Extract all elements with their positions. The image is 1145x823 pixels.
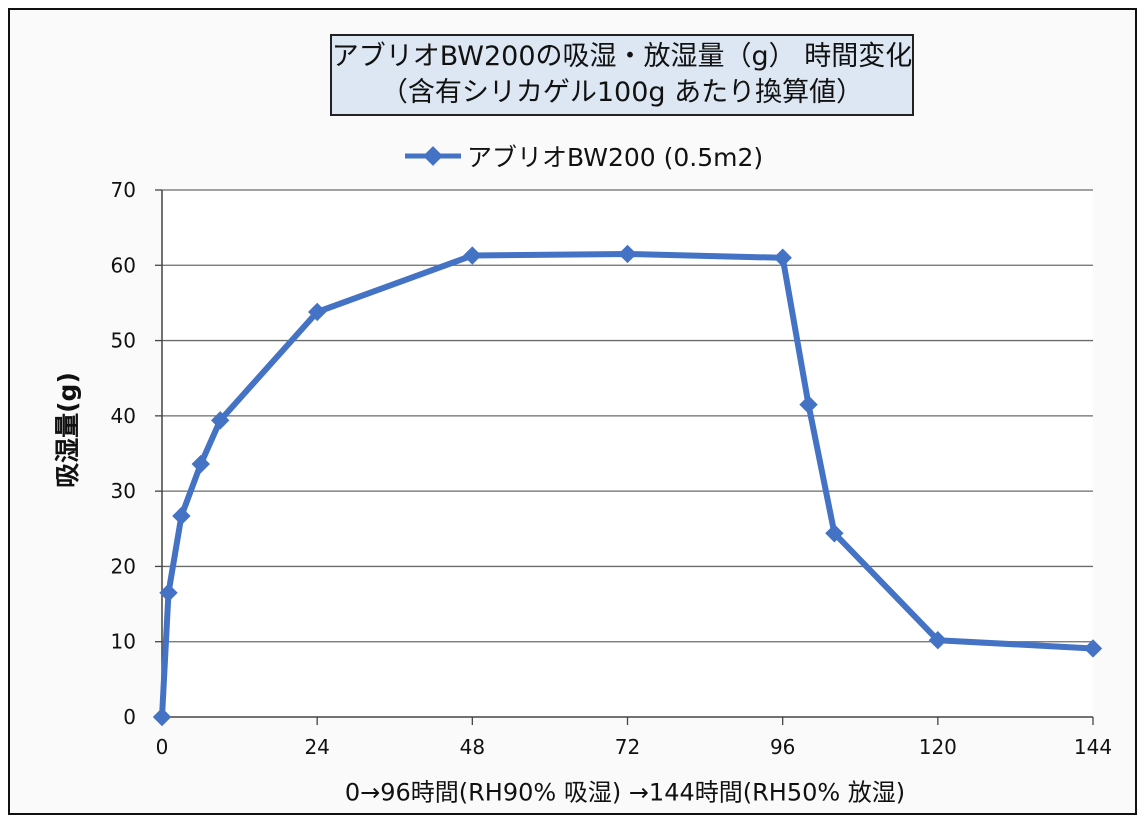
x-tick-label: 48 [460, 735, 485, 759]
y-tick-label: 10 [111, 630, 136, 654]
y-tick-label: 20 [111, 554, 136, 578]
x-tick-label: 24 [304, 735, 329, 759]
axes [155, 189, 1094, 725]
x-axis-label: 0→96時間(RH90% 吸湿) →144時間(RH50% 放湿) [344, 778, 906, 807]
chart-title: アブリオBW200の吸湿・放湿量（g） 時間変化 （含有シリカゲル100g あた… [330, 34, 914, 116]
y-tick-label: 30 [111, 479, 136, 503]
data-point-marker [1083, 639, 1103, 658]
data-point-marker [463, 246, 482, 265]
x-tick-label: 96 [770, 735, 795, 759]
data-point-marker [773, 248, 792, 267]
y-tick-label: 70 [111, 178, 136, 202]
y-axis-label: 吸湿量(g) [53, 372, 82, 488]
y-tick-label: 50 [111, 329, 136, 353]
tick-labels: 0 10 20 30 40 50 60 70 0 24 48 72 96 120 144 [111, 178, 1113, 759]
grid-lines [162, 189, 1093, 717]
data-point-marker [211, 411, 230, 430]
data-point-marker [799, 395, 818, 414]
y-tick-label: 40 [111, 404, 136, 428]
chart-title-line-1: アブリオBW200の吸湿・放湿量（g） 時間変化 [331, 41, 913, 72]
y-tick-label: 60 [111, 253, 136, 277]
plot-area [162, 190, 1093, 717]
chart-title-line-2: （含有シリカゲル100g あたり換算値） [380, 77, 864, 108]
legend: アブリオBW200 (0.5m2) [405, 138, 763, 174]
data-point-marker [928, 631, 948, 650]
x-tick-label: 120 [919, 735, 957, 759]
data-point-marker [152, 707, 172, 727]
legend-swatch [405, 146, 461, 166]
x-tick-label: 72 [615, 735, 640, 759]
x-tick-label: 144 [1074, 735, 1112, 759]
y-tick-label: 0 [123, 705, 136, 729]
data-point-marker [191, 454, 210, 474]
x-tick-label: 0 [156, 735, 169, 759]
data-point-marker [825, 524, 844, 543]
legend-label: アブリオBW200 (0.5m2) [467, 143, 764, 172]
